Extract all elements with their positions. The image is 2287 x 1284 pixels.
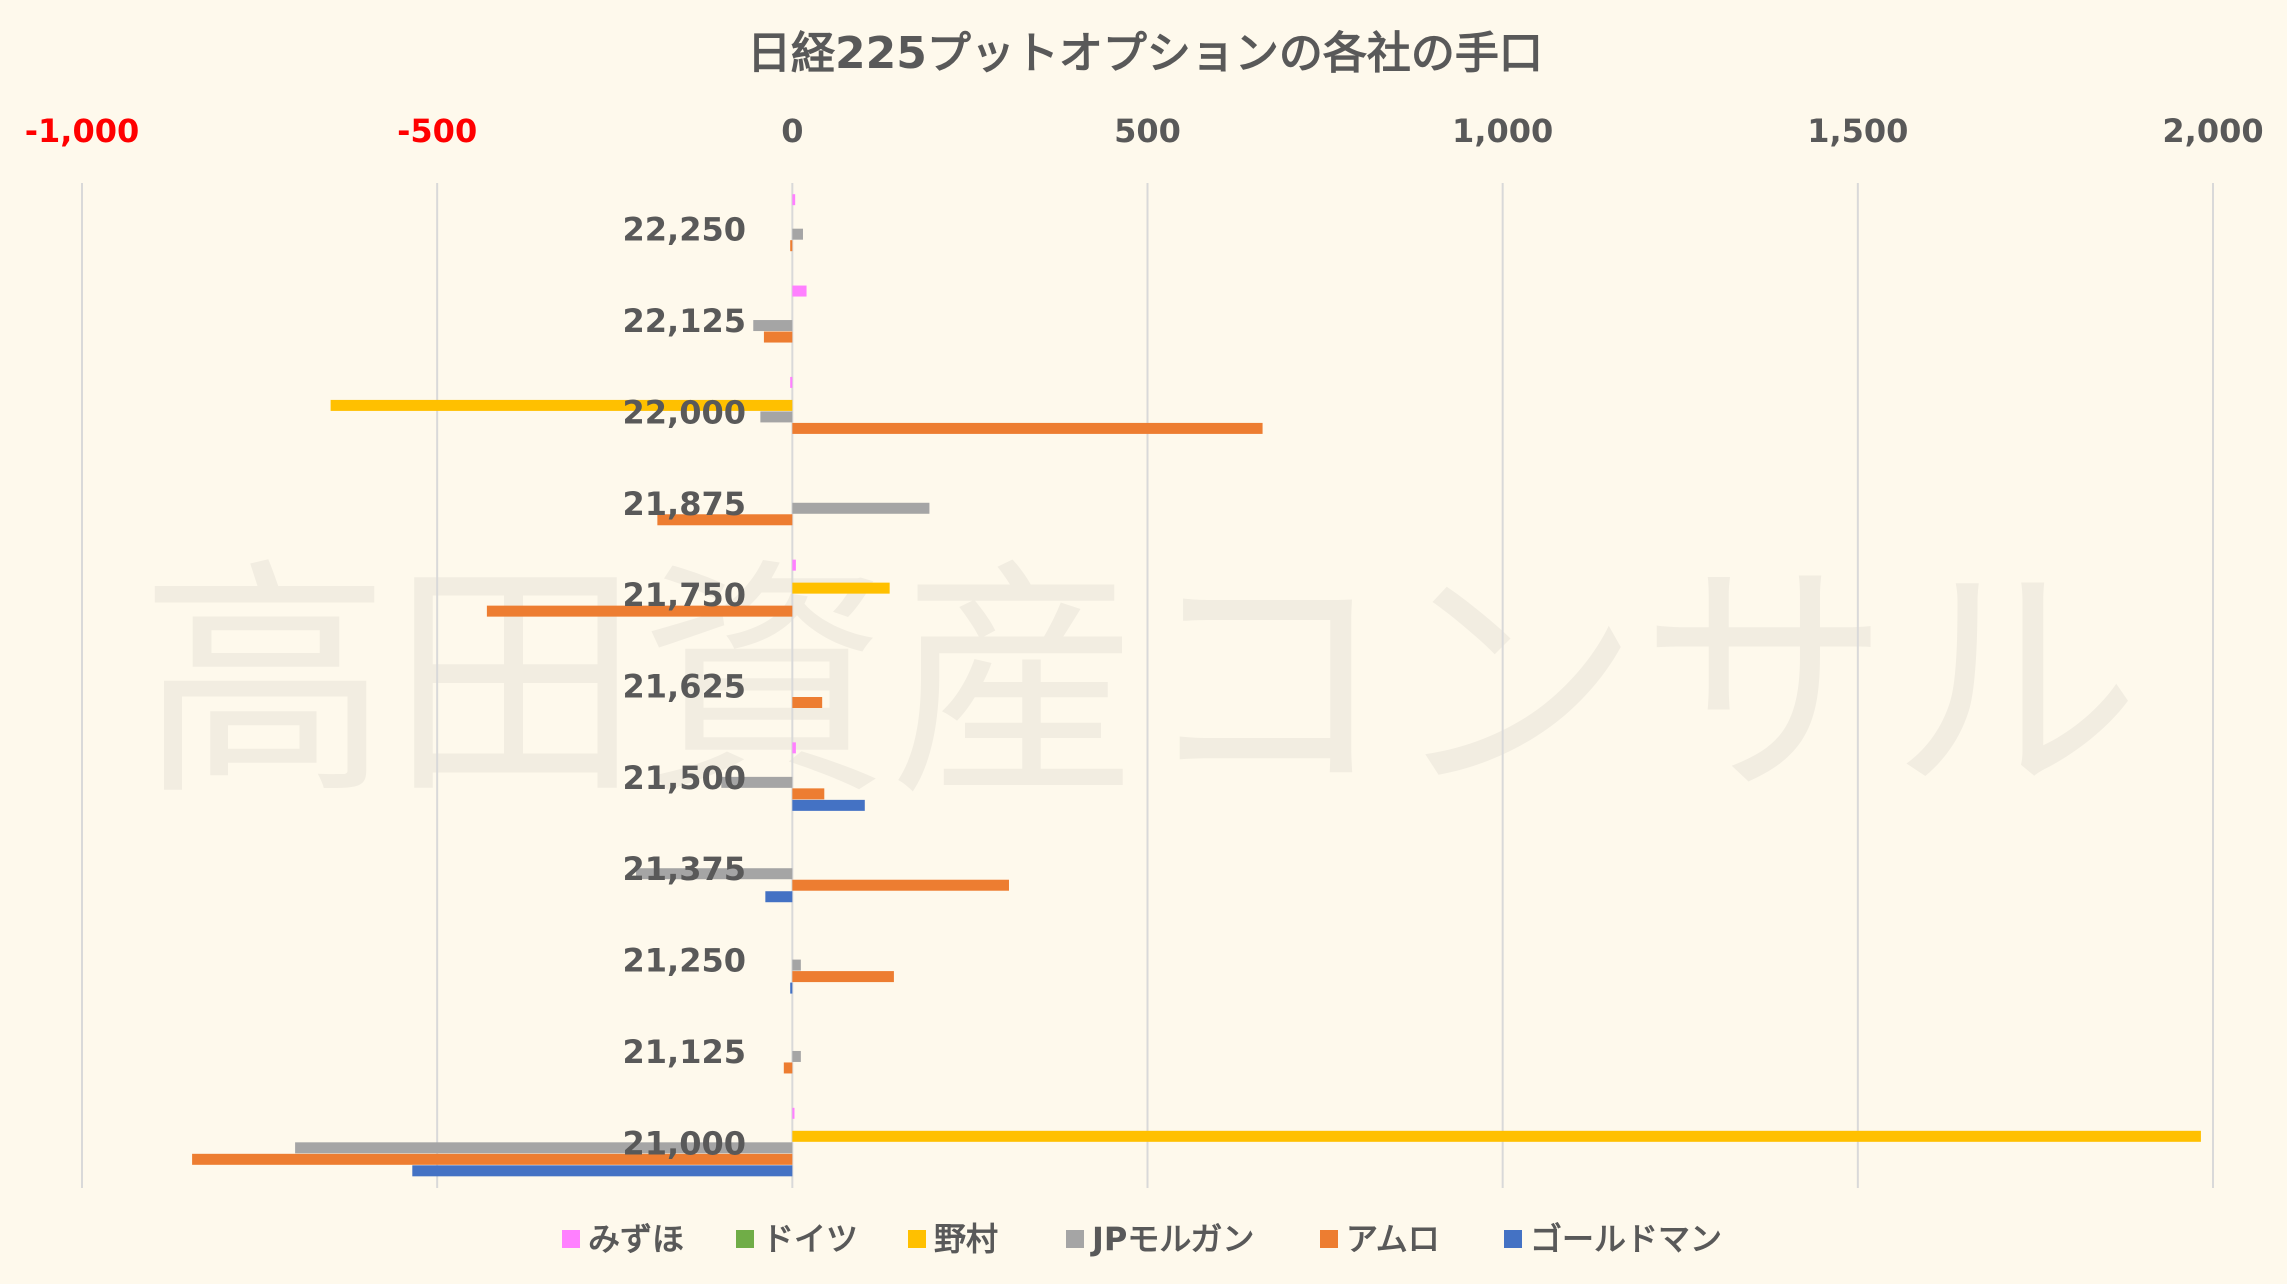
bar-みずほ-22,250 (792, 194, 796, 206)
bar-みずほ-21,750 (792, 559, 796, 571)
legend: みずほ ドイツ 野村 JPモルガン アムロ ゴールドマン (562, 1220, 1722, 1258)
x-tick-label: 1,500 (1807, 112, 1908, 150)
legend-label: ゴールドマン (1530, 1220, 1722, 1258)
bar-アムロ-22,000 (792, 422, 1263, 434)
bar-アムロ-22,250 (790, 240, 793, 252)
bar-みずほ-21,500 (792, 742, 796, 754)
legend-label: 野村 (934, 1220, 998, 1258)
category-label: 21,875 (623, 485, 746, 523)
legend-label: JPモルガン (1090, 1220, 1254, 1258)
category-label: 22,250 (623, 211, 746, 249)
category-label: 21,125 (623, 1033, 746, 1071)
bar-JPモルガン-21,125 (792, 1050, 801, 1062)
category-label: 21,625 (623, 668, 746, 706)
bar-アムロ-21,375 (792, 879, 1009, 891)
bar-野村-22,000 (330, 399, 793, 411)
bar-みずほ-22,125 (792, 285, 807, 297)
bar-JPモルガン-21,500 (721, 776, 793, 788)
x-tick-label: 0 (781, 112, 803, 150)
x-tick-labels: -1,000 -500 0 500 1,000 1,500 2,000 (25, 112, 2264, 150)
x-tick-label: 1,000 (1452, 112, 1553, 150)
x-tick-label: 2,000 (2162, 112, 2263, 150)
bar-JPモルガン-22,250 (792, 228, 803, 240)
category-label: 21,375 (623, 850, 746, 888)
x-tick-label: -1,000 (25, 112, 140, 150)
category-label: 21,000 (623, 1124, 746, 1162)
bar-アムロ-22,125 (763, 331, 793, 343)
legend-swatch-3 (1066, 1230, 1084, 1248)
bar-アムロ-21,250 (792, 971, 894, 983)
watermark-text: 高田資産コンサル (140, 538, 2140, 829)
bar-ゴールドマン-21,500 (792, 799, 865, 811)
legend-label: ドイツ (762, 1220, 858, 1258)
bar-アムロ-21,750 (486, 605, 793, 617)
bar-アムロ-21,875 (657, 514, 793, 526)
category-label: 22,125 (623, 302, 746, 340)
category-label: 21,750 (623, 576, 746, 614)
bars-group (192, 194, 2201, 1177)
bar-JPモルガン-22,125 (753, 320, 793, 332)
bar-アムロ-21,125 (783, 1062, 793, 1074)
bar-みずほ-21,000 (792, 1107, 795, 1119)
bar-ゴールドマン-21,000 (412, 1165, 793, 1177)
chart-title: 日経225プットオプションの各社の手口 (747, 28, 1543, 79)
bar-JPモルガン-22,000 (760, 411, 793, 423)
bar-みずほ-22,000 (790, 376, 793, 388)
legend-swatch-5 (1504, 1230, 1522, 1248)
bar-JPモルガン-21,250 (792, 959, 801, 971)
category-label: 22,000 (623, 393, 746, 431)
bar-野村-21,000 (792, 1130, 2201, 1142)
legend-swatch-0 (562, 1230, 580, 1248)
x-tick-label: -500 (397, 112, 477, 150)
legend-swatch-4 (1320, 1230, 1338, 1248)
bar-JPモルガン-21,000 (295, 1142, 793, 1154)
gridlines (81, 183, 2214, 1188)
bar-アムロ-21,625 (792, 697, 823, 708)
bar-アムロ-21,500 (792, 788, 825, 800)
bar-野村-21,750 (792, 582, 890, 594)
category-label: 21,500 (623, 759, 746, 797)
bar-ゴールドマン-21,375 (765, 891, 793, 903)
bar-JPモルガン-21,375 (636, 868, 793, 880)
legend-label: みずほ (588, 1220, 684, 1258)
bar-アムロ-21,000 (192, 1153, 793, 1165)
legend-swatch-2 (908, 1230, 926, 1248)
legend-label: アムロ (1346, 1220, 1440, 1258)
legend-swatch-1 (736, 1230, 754, 1248)
bar-ゴールドマン-21,250 (790, 982, 793, 994)
category-labels: 22,250 22,125 22,000 21,875 21,750 21,625 21,5… (623, 211, 746, 1163)
category-label: 21,250 (623, 942, 746, 980)
bar-JPモルガン-21,875 (792, 502, 930, 514)
x-tick-label: 500 (1114, 112, 1181, 150)
